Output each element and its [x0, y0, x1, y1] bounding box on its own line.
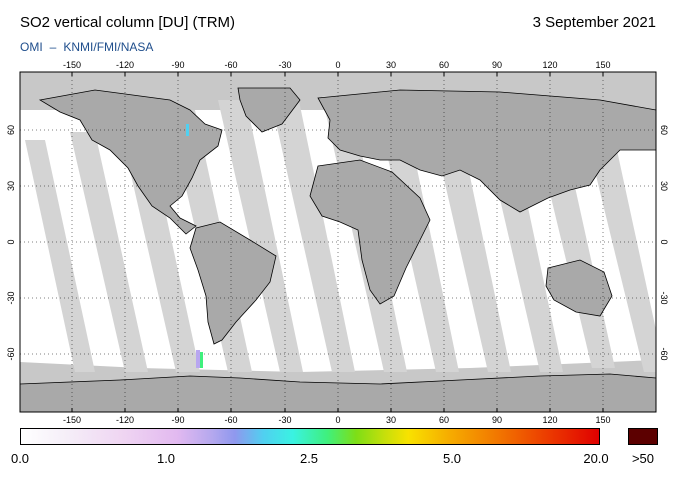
credit-instrument: OMI — [20, 40, 43, 54]
colorbar-tick: 2.5 — [299, 451, 319, 466]
lon-label-top: 150 — [595, 60, 611, 70]
lon-label-top: -150 — [62, 60, 82, 70]
lon-label-bottom: 60 — [438, 415, 450, 425]
map-date: 3 September 2021 — [532, 14, 656, 31]
north-polar-edge — [20, 72, 656, 110]
lon-label-bottom: 150 — [595, 415, 611, 425]
lat-label-left: 30 — [6, 180, 16, 192]
eurasia — [317, 89, 656, 213]
credit-separator: – — [49, 40, 57, 54]
africa — [309, 159, 431, 305]
south-america — [189, 221, 277, 345]
lon-label-top: 0 — [335, 60, 341, 70]
lon-label-bottom: 0 — [335, 415, 341, 425]
lon-label-top: 30 — [385, 60, 397, 70]
map-title: SO2 vertical column [DU] (TRM) — [20, 14, 236, 31]
lon-label-bottom: -150 — [62, 415, 82, 425]
colorbar-over-label: >50 — [631, 451, 655, 466]
credit-agencies: KNMI/FMI/NASA — [63, 40, 154, 54]
graticule — [20, 72, 656, 412]
australia — [545, 259, 613, 317]
lon-label-top: -90 — [171, 60, 185, 70]
lon-label-bottom: 30 — [385, 415, 397, 425]
data-credit: OMI – KNMI/FMI/NASA — [20, 40, 153, 54]
colorbar-tick: 0.0 — [10, 451, 30, 466]
colorbar — [20, 428, 600, 445]
colorbar-over-swatch — [628, 428, 658, 445]
lat-label-right: 60 — [659, 124, 669, 136]
lat-label-left: -60 — [6, 347, 16, 361]
north-america — [38, 89, 223, 235]
colorbar-tick: 20.0 — [583, 451, 609, 466]
lon-label-bottom: -30 — [278, 415, 292, 425]
lon-label-top: -120 — [115, 60, 135, 70]
lon-label-bottom: -120 — [115, 415, 135, 425]
lat-label-right: 30 — [659, 180, 669, 192]
lat-label-left: -30 — [6, 291, 16, 305]
lat-label-right: -60 — [659, 347, 669, 361]
lon-label-bottom: 90 — [491, 415, 503, 425]
lon-label-top: 120 — [542, 60, 558, 70]
lon-label-top: 90 — [491, 60, 503, 70]
lon-label-bottom: -60 — [224, 415, 238, 425]
landmasses — [20, 87, 656, 412]
lat-label-right: 0 — [659, 239, 669, 245]
lon-label-bottom: 120 — [542, 415, 558, 425]
lat-label-left: 60 — [6, 124, 16, 136]
lat-label-right: -30 — [659, 291, 669, 305]
lat-label-left: 0 — [6, 239, 16, 245]
lon-label-bottom: -90 — [171, 415, 185, 425]
colorbar-tick: 1.0 — [156, 451, 176, 466]
so2-signal — [186, 124, 203, 368]
tick-marks — [71, 72, 604, 412]
lon-label-top: 60 — [438, 60, 450, 70]
colorbar-tick: 5.0 — [442, 451, 462, 466]
greenland — [237, 87, 301, 133]
lon-label-top: -60 — [224, 60, 238, 70]
lon-label-top: -30 — [278, 60, 292, 70]
